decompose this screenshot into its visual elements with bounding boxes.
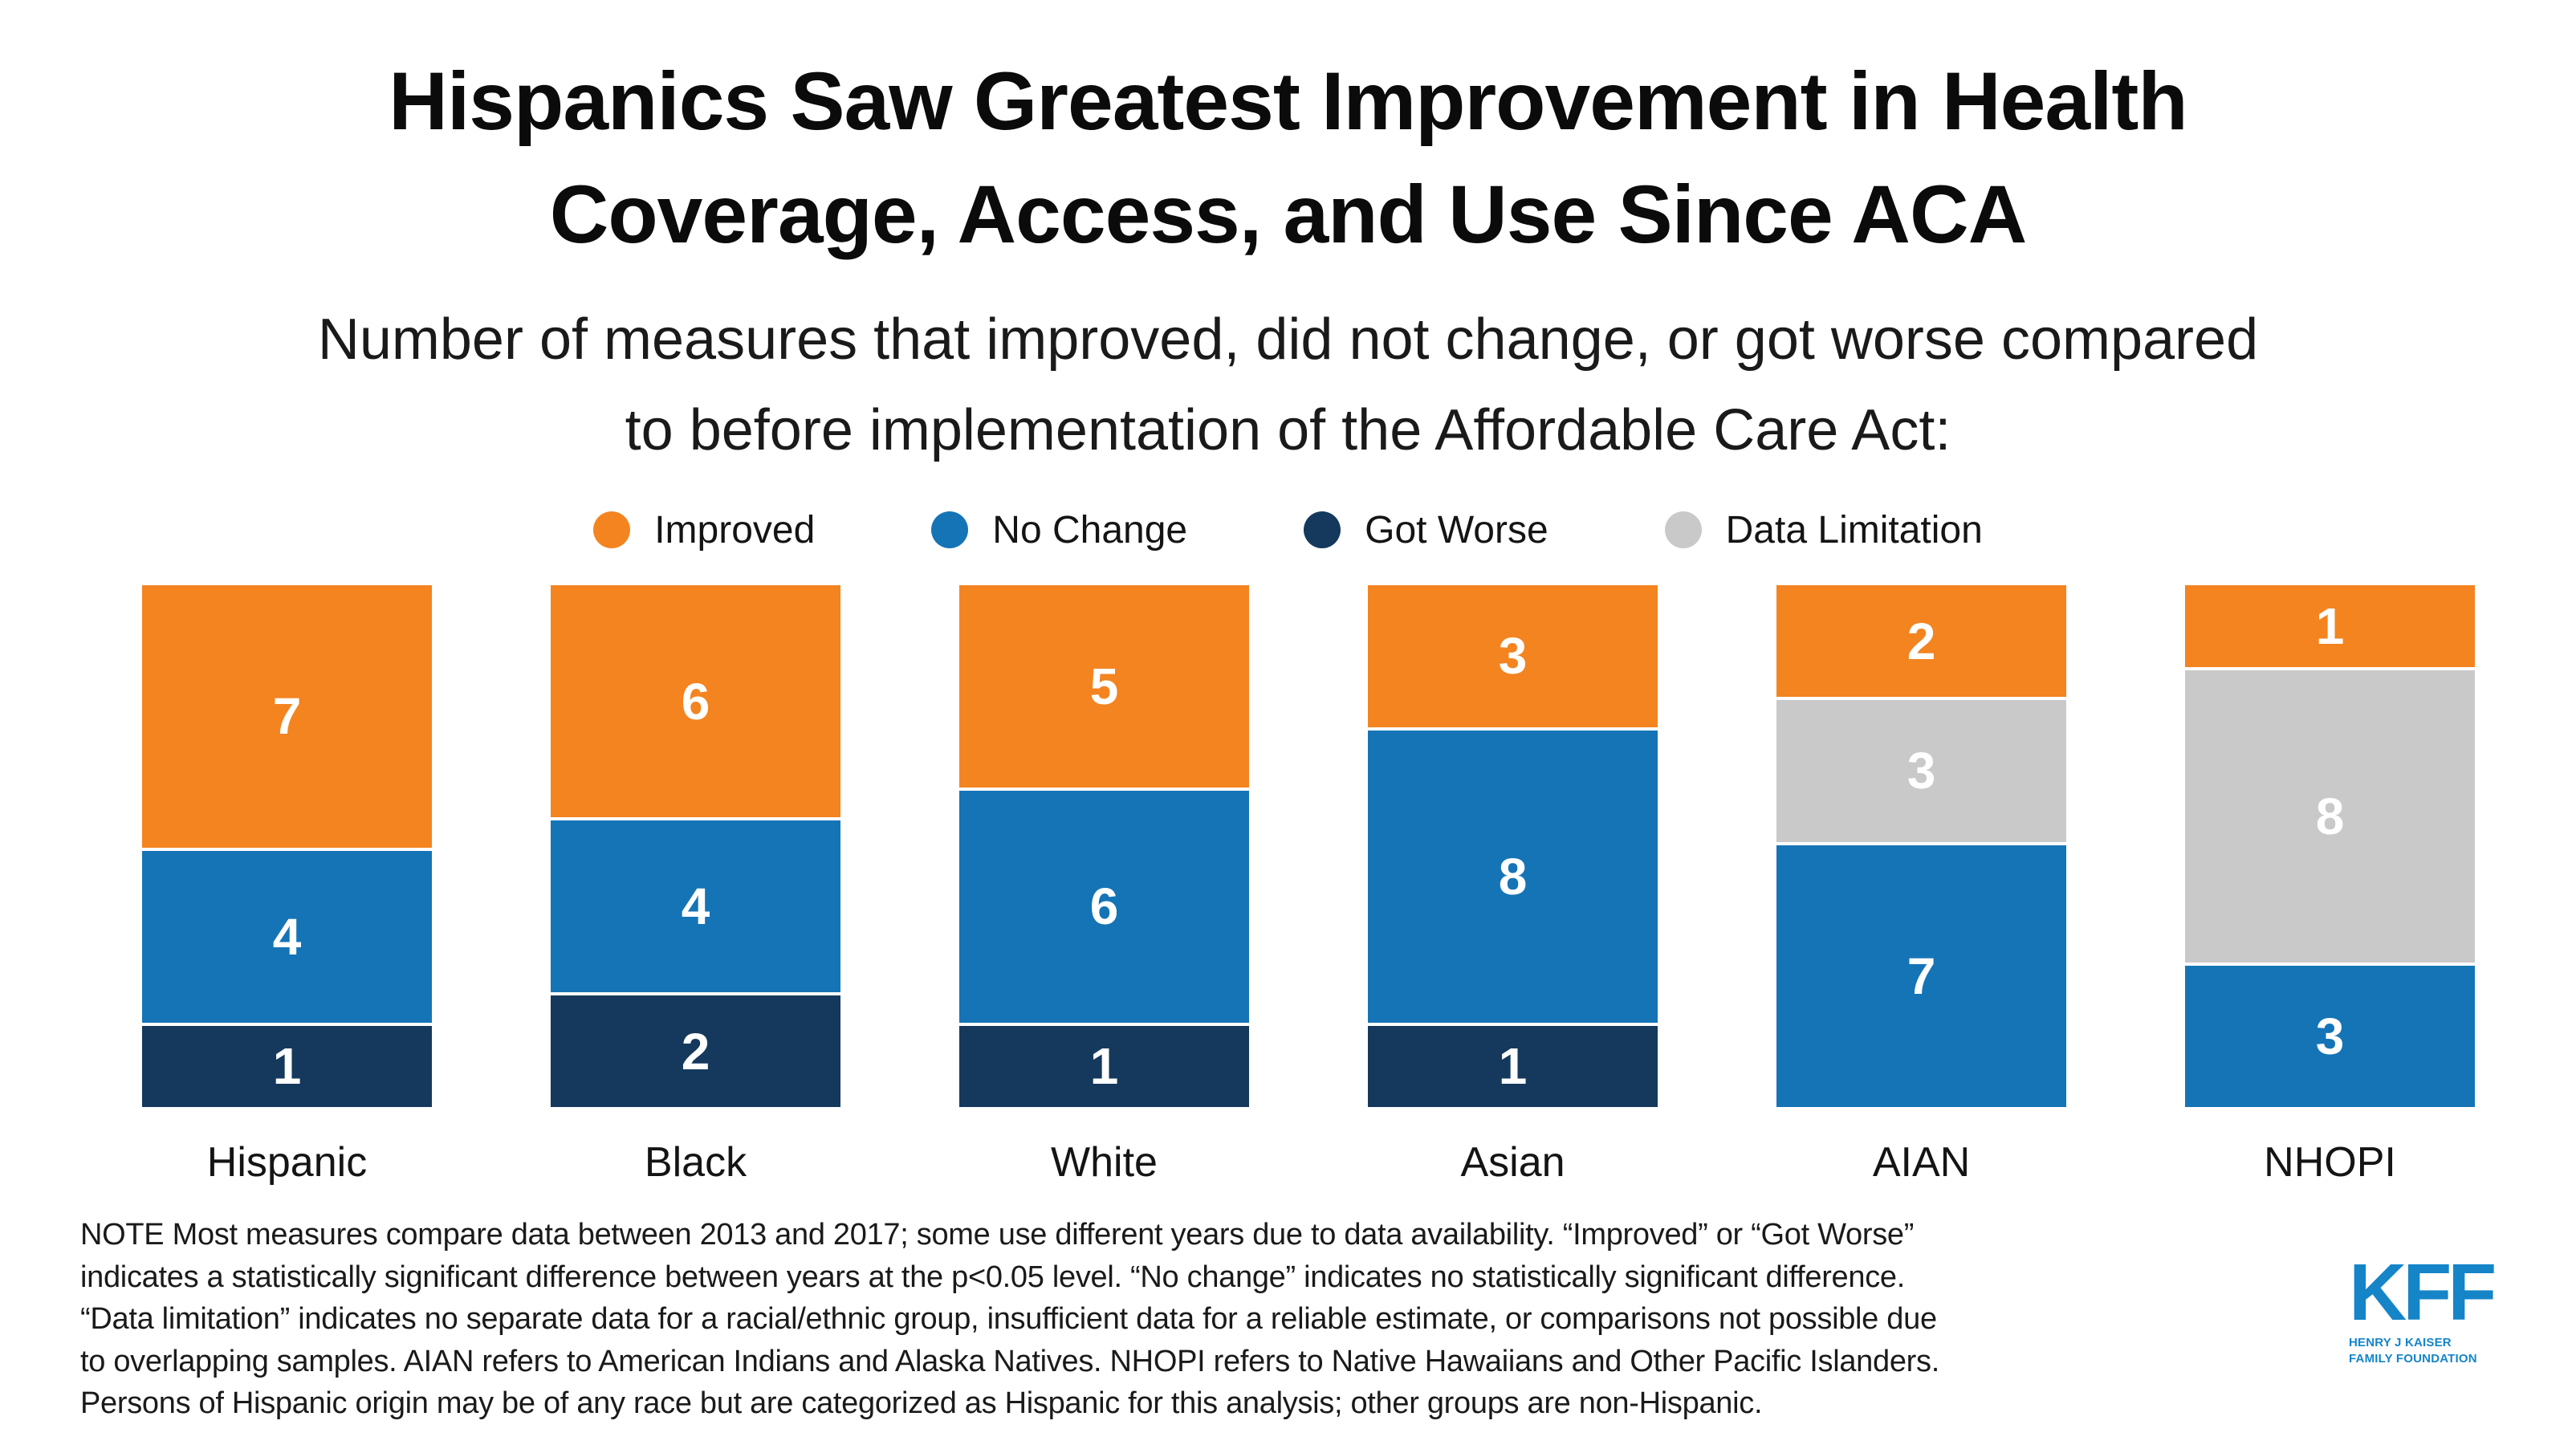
category-label-asian: Asian (1460, 1139, 1565, 1186)
legend-item-no-change: No Change (931, 508, 1187, 552)
note-line: indicates a statistically significant di… (80, 1260, 1906, 1294)
kff-logo-subline-1: HENRY J KAISER (2349, 1336, 2452, 1349)
bar-value: 3 (1907, 742, 1936, 800)
category-label-nhopi: NHOPI (2264, 1139, 2396, 1186)
category-label-aian: AIAN (1872, 1139, 1971, 1186)
bar-segment-data-limitation: 8 (2185, 670, 2475, 963)
note-line: NOTE Most measures compare data between … (80, 1218, 1915, 1252)
kff-logo-subtext: HENRY J KAISER FAMILY FOUNDATION (2349, 1335, 2493, 1367)
category-label-black: Black (644, 1139, 747, 1186)
bar-segment-got-worse: 1 (142, 1025, 432, 1107)
note-line: to overlapping samples. AIAN refers to A… (80, 1344, 1939, 1378)
bar-segment-got-worse: 1 (959, 1025, 1249, 1107)
bar-value: 3 (1498, 627, 1528, 686)
bar-black: 6 4 2 (551, 585, 840, 1107)
bar-segment-improved: 2 (1776, 585, 2066, 697)
title-line: Hispanics Saw Greatest Improvement in He… (389, 55, 2187, 147)
bar-value: 5 (1089, 657, 1119, 715)
bar-value: 1 (2315, 596, 2345, 655)
subtitle-line: Number of measures that improved, did no… (317, 307, 2259, 372)
legend-label: Got Worse (1365, 508, 1548, 552)
bar-value: 4 (681, 877, 710, 935)
bar-value: 2 (1907, 612, 1936, 670)
legend-item-improved: Improved (593, 508, 815, 552)
bar-value: 4 (272, 907, 302, 966)
kff-logo-subline-2: FAMILY FOUNDATION (2349, 1352, 2477, 1366)
bar-nhopi: 1 8 3 (2185, 585, 2475, 1107)
bar-value: 8 (1498, 847, 1528, 906)
category-labels: Hispanic Black White Asian AIAN NHOPI (142, 1138, 2475, 1187)
bar-segment-improved: 6 (551, 585, 840, 817)
legend-swatch-no-change-icon (931, 511, 969, 548)
legend-swatch-improved-icon (593, 511, 631, 548)
kff-logo-text: KFF (2349, 1248, 2497, 1337)
legend-swatch-got-worse-icon (1304, 511, 1341, 548)
bar-value: 1 (272, 1037, 302, 1096)
bar-segment-improved: 1 (2185, 585, 2475, 667)
bar-segment-no-change: 3 (2185, 965, 2475, 1107)
bar-segment-got-worse: 2 (551, 995, 840, 1107)
legend-item-got-worse: Got Worse (1304, 508, 1548, 552)
bar-segment-no-change: 4 (551, 820, 840, 992)
bar-value: 7 (1907, 946, 1936, 1005)
bar-value: 6 (1089, 877, 1119, 935)
title-line: Coverage, Access, and Use Since ACA (549, 169, 2028, 260)
legend-label: Data Limitation (1725, 508, 1983, 552)
bar-segment-improved: 3 (1368, 585, 1658, 727)
bar-aian: 2 3 7 (1776, 585, 2066, 1107)
bar-value: 6 (681, 672, 710, 731)
bar-segment-no-change: 4 (142, 850, 432, 1023)
bar-value: 1 (1089, 1037, 1119, 1096)
category-label-white: White (1051, 1139, 1158, 1186)
legend-label: Improved (654, 508, 816, 552)
subtitle-line: to before implementation of the Affordab… (625, 398, 1951, 462)
bar-segment-no-change: 7 (1776, 845, 2066, 1107)
chart-title: Hispanics Saw Greatest Improvement in He… (0, 45, 2576, 271)
bar-value: 2 (681, 1022, 710, 1081)
bar-segment-improved: 5 (959, 585, 1249, 788)
kff-logo: KFF HENRY J KAISER FAMILY FOUNDATION (2349, 1248, 2497, 1367)
legend: Improved No Change Got Worse Data Limitatio… (0, 506, 2576, 554)
bar-asian: 3 8 1 (1368, 585, 1658, 1107)
bar-value: 7 (272, 687, 302, 746)
bar-value: 1 (1498, 1037, 1528, 1096)
bar-hispanic: 7 4 1 (142, 585, 432, 1107)
legend-swatch-data-limitation-icon (1664, 511, 1702, 548)
note-line: Persons of Hispanic origin may be of any… (80, 1386, 1763, 1420)
legend-item-data-limitation: Data Limitation (1664, 508, 1983, 552)
bar-segment-improved: 7 (142, 585, 432, 848)
note-line: “Data limitation” indicates no separate … (80, 1302, 1937, 1336)
bar-value: 3 (2315, 1007, 2345, 1065)
bar-white: 5 6 1 (959, 585, 1249, 1107)
chart: 7 4 1 6 4 2 5 6 1 3 8 1 2 3 7 1 8 3 (142, 585, 2475, 1107)
category-label-hispanic: Hispanic (206, 1139, 368, 1186)
bar-value: 8 (2315, 787, 2345, 845)
bar-segment-data-limitation: 3 (1776, 700, 2066, 842)
note: NOTE Most measures compare data between … (80, 1214, 2360, 1425)
bar-segment-no-change: 6 (959, 790, 1249, 1023)
bar-segment-got-worse: 1 (1368, 1025, 1658, 1107)
chart-subtitle: Number of measures that improved, did no… (0, 295, 2576, 476)
bar-segment-no-change: 8 (1368, 730, 1658, 1023)
legend-label: No Change (992, 508, 1188, 552)
